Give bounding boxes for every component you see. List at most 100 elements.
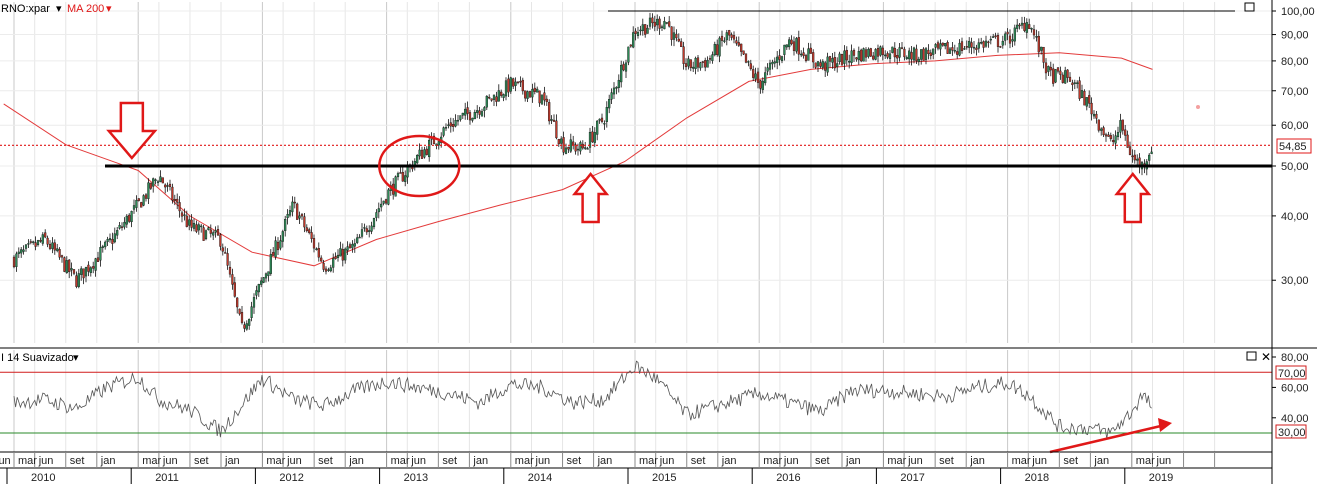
rsi-title[interactable]: I 14 Suavizado <box>1 352 74 364</box>
candle-body <box>437 141 440 146</box>
candle-body <box>663 21 666 30</box>
ma-dropdown-icon[interactable]: ▾ <box>106 3 112 15</box>
candle-body <box>238 308 241 315</box>
candle-body <box>629 44 632 47</box>
candle-body <box>1044 62 1048 74</box>
price-tick-label: 70,00 <box>1281 86 1309 98</box>
rsi-lower-label: 30,00 <box>1278 427 1306 439</box>
candle-body <box>327 269 330 271</box>
candle-body <box>800 53 803 56</box>
candle-body <box>120 226 124 228</box>
candle-body <box>425 148 428 155</box>
candle-body <box>648 17 652 27</box>
maximize-price-panel-icon[interactable] <box>1244 2 1255 12</box>
ma-200-line <box>3 52 1153 267</box>
candle-body <box>320 257 323 262</box>
candle-body <box>492 94 496 100</box>
candle-body <box>665 22 668 24</box>
candle-body <box>142 195 145 206</box>
candle-body <box>704 60 707 68</box>
candle-body <box>1032 29 1036 36</box>
candle-body <box>281 231 284 242</box>
candle-body <box>677 38 680 42</box>
candle-body <box>132 205 136 210</box>
candle-body <box>884 54 887 57</box>
candle-body <box>416 155 419 164</box>
candle-body <box>87 264 90 272</box>
candle-body <box>1054 69 1057 83</box>
candle-body <box>828 56 832 62</box>
candle-body <box>380 203 383 208</box>
symbol-dropdown-icon[interactable]: ▾ <box>56 3 62 15</box>
candle-body <box>341 249 344 261</box>
candle-body <box>706 59 709 68</box>
candle-body <box>526 91 529 99</box>
candle-body <box>454 119 457 127</box>
candle-body <box>51 242 54 249</box>
candle-body <box>752 69 755 78</box>
candle-body <box>699 62 702 69</box>
ma-label[interactable]: MA 200 <box>67 3 104 15</box>
candle-body <box>1133 154 1136 161</box>
rsi-upper-label: 70,00 <box>1278 368 1306 380</box>
candle-body <box>82 268 85 279</box>
candle-body <box>740 43 743 52</box>
year-label: 2010 <box>31 472 55 484</box>
candle-body <box>418 149 421 157</box>
candle-body <box>202 227 205 241</box>
candle-body <box>929 52 932 57</box>
candle-body <box>1047 66 1050 72</box>
candle-body <box>564 147 568 154</box>
candle-body <box>1119 120 1122 133</box>
candle-body <box>471 117 474 121</box>
candle-body <box>312 238 316 249</box>
candle-body <box>958 42 961 56</box>
rsi-dropdown-icon[interactable]: ▾ <box>73 352 79 364</box>
candle-body <box>812 52 815 63</box>
candle-body <box>749 63 752 70</box>
candle-body <box>965 46 968 48</box>
candle-body <box>1040 46 1043 51</box>
maximize-rsi-panel-icon[interactable] <box>1246 351 1257 361</box>
candle-body <box>140 202 143 208</box>
month-tick-label: jun <box>659 455 675 467</box>
candle-body <box>1085 97 1088 107</box>
candle-body <box>718 37 721 57</box>
candle-body <box>963 48 966 50</box>
month-tick-label: jan <box>472 455 488 467</box>
candle-body <box>473 112 476 120</box>
candle-body <box>658 18 661 29</box>
candle-body <box>1037 35 1040 53</box>
candle-body <box>111 239 114 244</box>
candle-body <box>344 248 347 261</box>
candle-body <box>368 230 371 232</box>
candle-body <box>358 236 361 239</box>
candle-body <box>886 53 889 58</box>
candle-body <box>209 229 212 234</box>
candle-body <box>593 132 596 143</box>
candle-body <box>557 138 560 145</box>
candle-body <box>543 92 546 101</box>
candle-body <box>226 253 229 266</box>
candle-body <box>927 49 930 55</box>
candle-body <box>1112 140 1115 143</box>
candle-body <box>351 243 354 249</box>
candle-body <box>660 26 664 28</box>
candle-body <box>128 214 131 222</box>
candle-body <box>502 94 505 98</box>
close-rsi-panel-icon[interactable]: ✕ <box>1261 350 1271 364</box>
candle-body <box>65 260 68 274</box>
candle-body <box>428 139 431 158</box>
candle-body <box>891 46 894 53</box>
candle-body <box>540 94 544 105</box>
candle-body <box>524 90 527 99</box>
candle-body <box>106 238 109 242</box>
candle-body <box>360 229 364 237</box>
candle-body <box>363 227 366 229</box>
candle-body <box>773 61 776 64</box>
candle-body <box>944 43 947 47</box>
candle-body <box>946 42 949 54</box>
candle-body <box>22 249 25 252</box>
symbol-label[interactable]: RNO:xpar <box>1 3 50 15</box>
month-tick-label: set <box>194 455 209 467</box>
